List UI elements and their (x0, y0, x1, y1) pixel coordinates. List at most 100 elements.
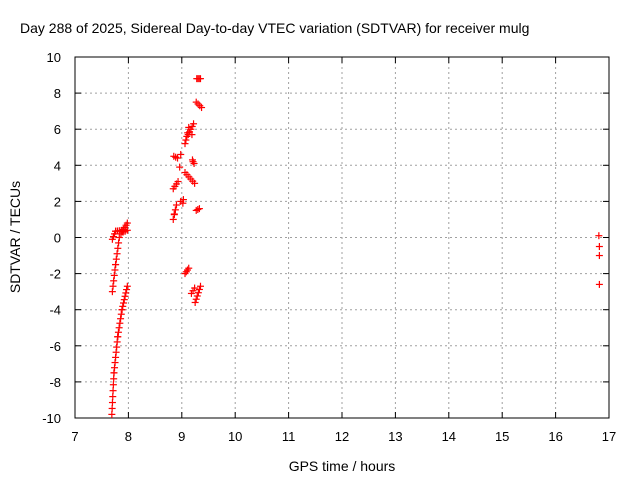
x-tick-label: 11 (282, 429, 296, 444)
y-tick-label: 6 (54, 122, 61, 137)
data-point (110, 271, 118, 279)
x-tick-label: 14 (442, 429, 456, 444)
data-point (109, 282, 117, 290)
data-point (190, 159, 198, 167)
data-point (595, 252, 603, 260)
y-tick-label: -4 (49, 303, 61, 318)
data-point (192, 206, 200, 214)
data-point (177, 150, 185, 158)
y-tick-label: 0 (54, 231, 61, 246)
data-point (110, 277, 118, 285)
data-point (194, 100, 202, 108)
data-point (169, 215, 177, 223)
chart-title: Day 288 of 2025, Sidereal Day-to-day VTE… (20, 20, 529, 36)
data-point (193, 292, 201, 300)
data-point (118, 306, 126, 314)
data-point (191, 284, 199, 292)
grid-lines (75, 57, 609, 418)
data-point (108, 404, 116, 412)
y-tick-label: -8 (49, 375, 61, 390)
data-point (115, 239, 123, 247)
data-point (172, 201, 180, 209)
data-point (113, 250, 121, 258)
data-point (196, 282, 204, 290)
x-tick-label: 17 (602, 429, 616, 444)
data-point (111, 266, 119, 274)
data-point (119, 302, 127, 310)
data-points (108, 75, 603, 418)
data-point (114, 328, 122, 336)
data-point (121, 292, 129, 300)
data-point (192, 295, 200, 303)
data-point (181, 140, 189, 148)
data-point (117, 310, 125, 318)
data-point (170, 210, 178, 218)
data-point (117, 315, 125, 323)
data-point (185, 264, 193, 272)
data-point (194, 289, 202, 297)
x-axis-label: GPS time / hours (289, 458, 396, 474)
x-tick-label: 8 (125, 429, 132, 444)
y-tick-label: 2 (54, 194, 61, 209)
x-tick-label: 16 (548, 429, 562, 444)
data-point (171, 206, 179, 214)
data-point (109, 393, 117, 401)
data-point (174, 178, 182, 186)
data-point (196, 75, 204, 83)
x-tick-label: 9 (178, 429, 185, 444)
data-point (196, 102, 204, 110)
data-point (123, 226, 131, 234)
x-tick-label: 7 (71, 429, 78, 444)
y-tick-label: 4 (54, 158, 61, 173)
data-point (123, 219, 131, 227)
data-point (112, 261, 120, 269)
data-point (195, 285, 203, 293)
y-tick-label: 8 (54, 86, 61, 101)
y-tick-label: 10 (47, 50, 61, 65)
data-point (112, 255, 120, 263)
data-point (194, 206, 202, 214)
data-point (109, 387, 117, 395)
data-point (116, 319, 124, 327)
data-point (120, 296, 128, 304)
x-tick-label: 10 (228, 429, 242, 444)
data-point (188, 131, 196, 139)
y-tick-label: -6 (49, 339, 61, 354)
data-point (174, 154, 182, 162)
data-point (595, 243, 603, 251)
data-point (123, 282, 131, 290)
y-tick-label: -10 (42, 411, 61, 426)
data-point (115, 234, 123, 241)
data-point (189, 158, 197, 166)
x-tick-label: 13 (388, 429, 402, 444)
data-point (108, 288, 116, 296)
axis-ticks: 7 8 9 10 11 12 13 14 15 16 17 -10 -8 -6 -4 -2 0 2 4 6 8 10 (42, 50, 616, 444)
y-axis-label: SDTVAR / TECUs (7, 181, 23, 293)
data-point (115, 324, 123, 332)
data-point (195, 205, 203, 213)
data-point (108, 410, 116, 418)
data-point (109, 381, 117, 389)
data-point (110, 375, 118, 383)
data-point (176, 163, 184, 171)
data-point (190, 120, 198, 128)
data-point (108, 399, 116, 407)
data-point (123, 286, 131, 294)
data-point (192, 98, 200, 106)
data-point (191, 179, 199, 187)
data-point (179, 199, 187, 207)
data-point (198, 104, 206, 112)
y-tick-label: -2 (49, 267, 61, 282)
data-point (114, 244, 122, 252)
data-point (182, 136, 190, 144)
data-point (122, 289, 130, 297)
x-tick-label: 12 (335, 429, 349, 444)
data-point (595, 280, 603, 288)
x-tick-label: 15 (495, 429, 509, 444)
data-point (185, 123, 193, 131)
data-point (191, 298, 199, 306)
data-point (595, 232, 603, 240)
data-point (114, 333, 122, 341)
data-point (120, 299, 128, 307)
